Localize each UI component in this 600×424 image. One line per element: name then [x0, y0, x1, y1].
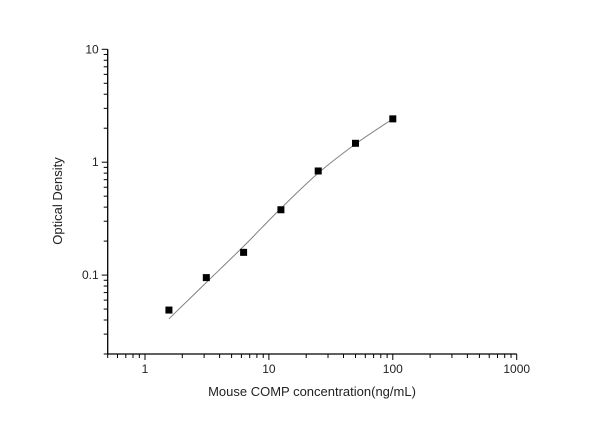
data-point — [314, 167, 322, 175]
fit-curve — [168, 118, 394, 320]
y-tick-label: 0.1 — [82, 268, 99, 282]
data-point — [240, 248, 248, 256]
data-point — [202, 274, 210, 282]
data-points — [165, 115, 397, 314]
axes — [101, 48, 518, 360]
data-point — [352, 139, 360, 147]
y-axis-label: Optical Density — [50, 157, 65, 245]
x-tick-label: 1000 — [503, 362, 530, 376]
y-tick-label: 1 — [92, 155, 99, 169]
x-axis-label: Mouse COMP concentration(ng/mL) — [208, 384, 416, 399]
tick-labels: 1 10 100 1000 0.1 1 10 — [82, 42, 530, 376]
x-tick-label: 10 — [262, 362, 276, 376]
x-tick-label: 100 — [383, 362, 403, 376]
data-point — [389, 115, 397, 123]
data-point — [165, 306, 173, 314]
y-tick-label: 10 — [85, 42, 99, 56]
x-tick-label: 1 — [142, 362, 149, 376]
data-point — [277, 206, 285, 214]
